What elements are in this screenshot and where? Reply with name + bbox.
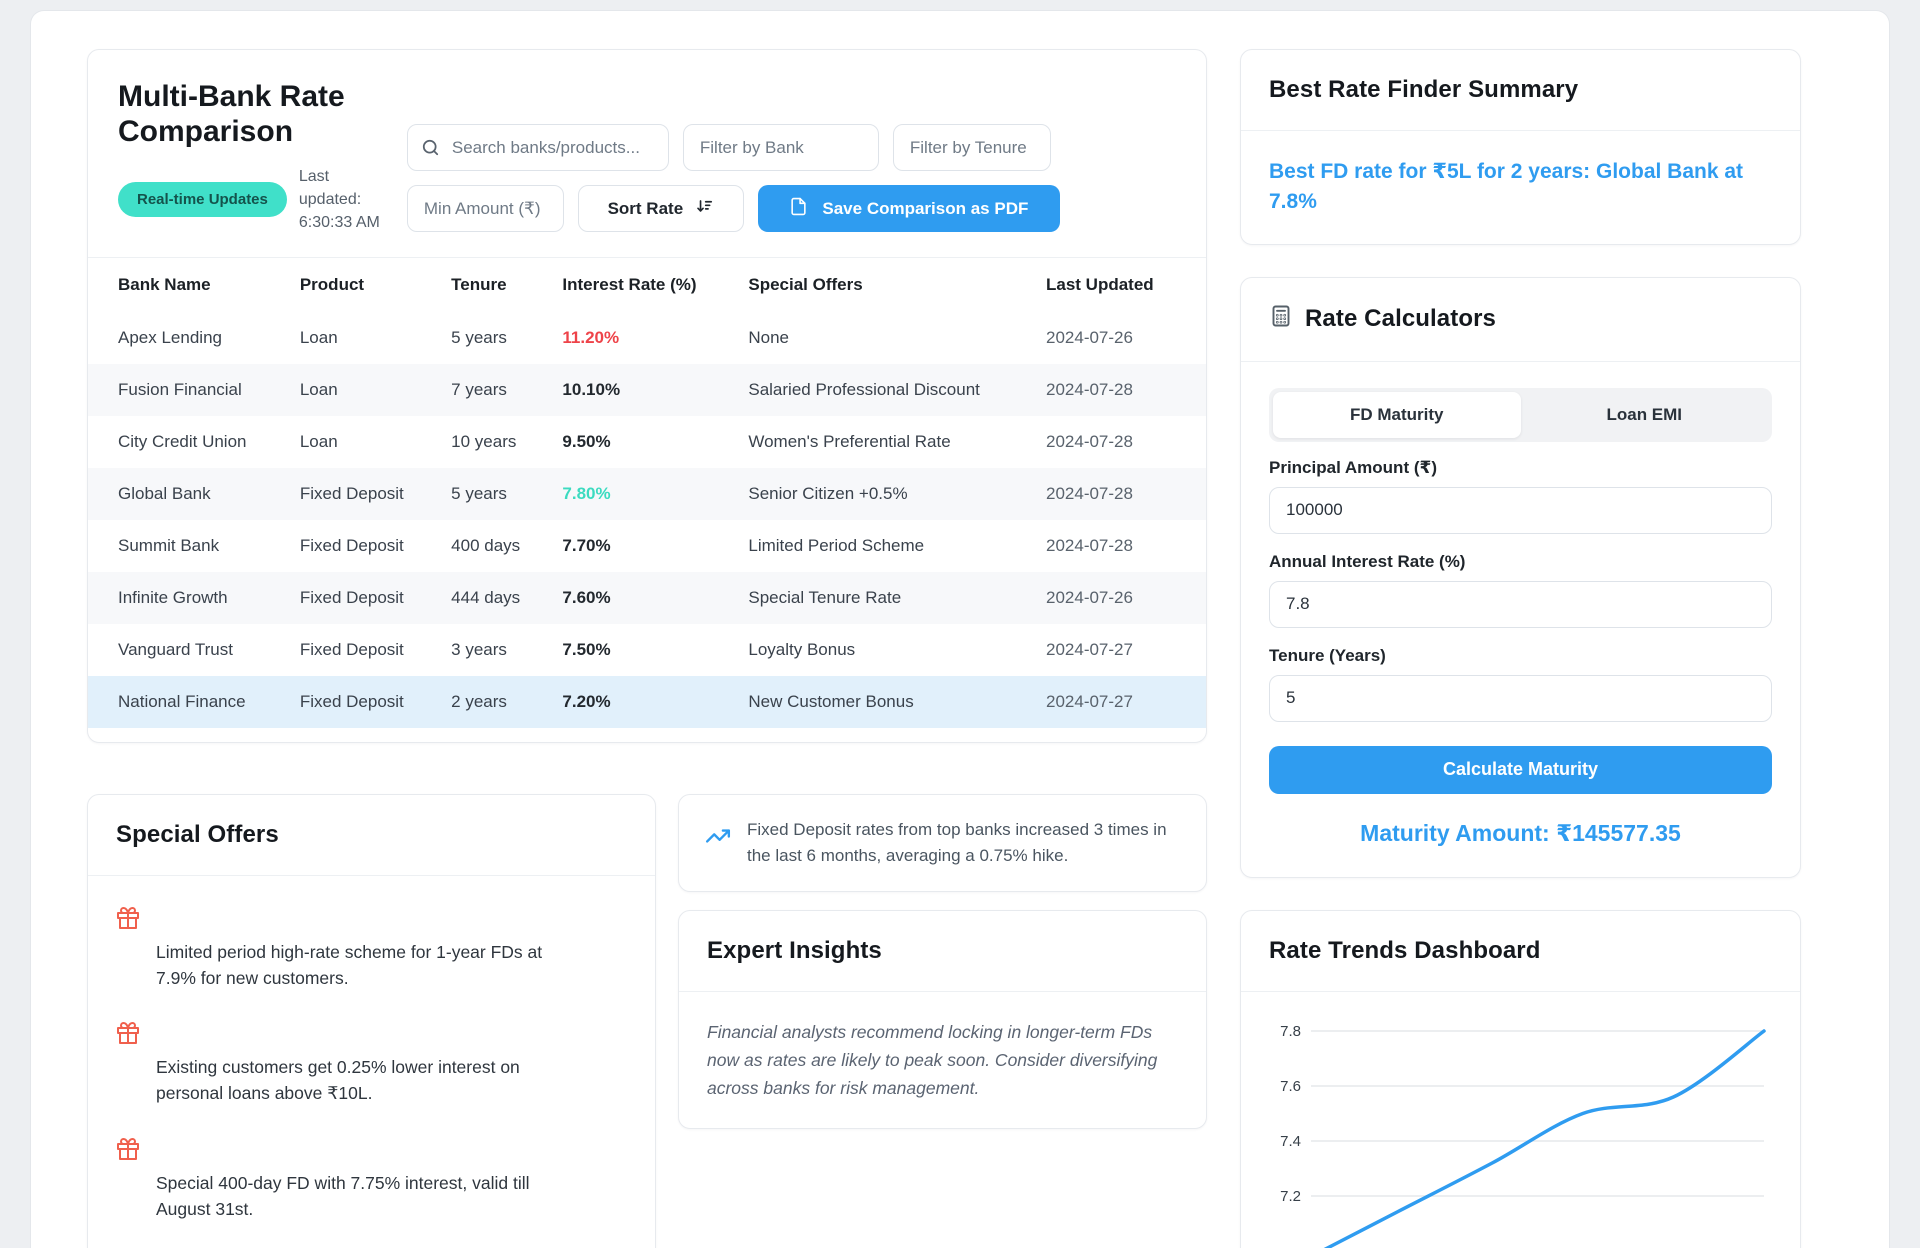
offers-list: Limited period high-rate scheme for 1-ye… [88, 876, 655, 1248]
column-header: Last Updated [1032, 256, 1206, 312]
column-header: Tenure [437, 256, 549, 312]
rate-trends-card: Rate Trends Dashboard 7.8 7.6 7.4 7.2 [1240, 909, 1801, 1248]
tab-fd-maturity[interactable]: FD Maturity [1273, 391, 1521, 438]
rates-table-body: Apex Lending Loan 5 years 11.20% None 20… [88, 312, 1206, 728]
rate-trends-title: Rate Trends Dashboard [1269, 936, 1541, 964]
realtime-badge: Real-time Updates [118, 182, 287, 218]
last-updated-text: Last updated: 6:30:33 AM [298, 168, 380, 232]
rate-calculators-card: Rate Calculators FD Maturity Loan EMI Pr… [1240, 276, 1801, 878]
maturity-result: Maturity Amount: ₹145577.35 [1360, 819, 1681, 846]
table-row[interactable]: National Finance Fixed Deposit 2 years 7… [88, 675, 1206, 728]
calculate-maturity-button[interactable]: Calculate Maturity [1269, 745, 1772, 794]
special-offers-title: Special Offers [116, 820, 279, 848]
offer-item: Limited period high-rate scheme for 1-ye… [116, 906, 627, 992]
table-row[interactable]: Infinite Growth Fixed Deposit 444 days 7… [88, 571, 1206, 624]
svg-text:7.4: 7.4 [1280, 1133, 1301, 1150]
table-row[interactable]: Summit Bank Fixed Deposit 400 days 7.70%… [118, 535, 1133, 555]
search-field [406, 124, 669, 171]
sort-rate-button[interactable]: Sort Rate [577, 185, 744, 232]
calculator-icon [1269, 304, 1293, 335]
column-header: Bank Name [88, 256, 286, 312]
interest-rate-label: Annual Interest Rate (%) [1269, 551, 1466, 571]
special-offers-card: Special Offers Limited period high-rate … [87, 793, 656, 1248]
best-rate-summary: Best FD rate for ₹5L for 2 years: Global… [1269, 160, 1744, 214]
table-row[interactable]: Fusion Financial Loan 7 years 10.10% Sal… [88, 363, 1206, 416]
gift-icon [116, 906, 140, 935]
page-container: Multi-Bank Rate Comparison Real-time Upd… [30, 10, 1890, 1248]
principal-amount-label: Principal Amount (₹) [1269, 457, 1437, 477]
expert-insights-card: Expert Insights Financial analysts recom… [678, 910, 1207, 1130]
table-row[interactable]: Vanguard Trust Fixed Deposit 3 years 7.5… [118, 639, 1133, 659]
table-row[interactable]: City Credit Union Loan 10 years 9.50% Wo… [118, 431, 1133, 451]
filter-tenure-input[interactable] [892, 124, 1051, 171]
offer-item: Existing customers get 0.25% lower inter… [116, 1021, 627, 1107]
column-header: Product [285, 256, 438, 312]
table-row[interactable]: Global Bank Fixed Deposit 5 years 7.80% … [88, 467, 1206, 520]
tenure-years-label: Tenure (Years) [1269, 645, 1386, 665]
offer-text: Existing customers get 0.25% lower inter… [156, 1057, 520, 1104]
svg-text:7.8: 7.8 [1280, 1023, 1301, 1040]
trend-note-card: Fixed Deposit rates from top banks incre… [678, 793, 1207, 893]
trend-note-text: Fixed Deposit rates from top banks incre… [747, 819, 1167, 865]
rates-table: Bank Name Product Tenure Interest Rate (%) S… [88, 256, 1206, 728]
rates-table-header-row: Bank Name Product Tenure Interest Rate (%) S… [88, 256, 1206, 312]
table-row[interactable]: Apex Lending Loan 5 years 11.20% None 20… [118, 327, 1133, 347]
principal-amount-input[interactable] [1269, 486, 1772, 534]
offer-text: Special 400-day FD with 7.75% interest, … [156, 1172, 530, 1219]
interest-rate-input[interactable] [1269, 580, 1772, 628]
expert-insights-text: Financial analysts recommend locking in … [707, 1022, 1158, 1099]
calculator-tabs: FD Maturity Loan EMI [1269, 387, 1772, 442]
gift-icon [116, 1021, 140, 1050]
tab-loan-emi[interactable]: Loan EMI [1521, 392, 1769, 438]
search-input[interactable] [406, 124, 669, 171]
tenure-years-input[interactable] [1269, 674, 1772, 722]
min-amount-input[interactable] [406, 185, 564, 232]
rate-calculators-title: Rate Calculators [1305, 305, 1496, 333]
save-pdf-button[interactable]: Save Comparison as PDF [757, 185, 1060, 232]
svg-text:7.2: 7.2 [1280, 1188, 1301, 1205]
expert-insights-title: Expert Insights [707, 937, 882, 965]
svg-text:7.6: 7.6 [1280, 1078, 1301, 1095]
rate-trends-chart: 7.8 7.6 7.4 7.2 [1280, 1023, 1766, 1248]
sort-descending-icon [695, 197, 714, 221]
gift-icon [116, 1137, 140, 1166]
page-title: Multi-Bank Rate Comparison [118, 80, 345, 148]
search-icon [421, 138, 440, 162]
column-header: Special Offers [734, 256, 1032, 312]
filter-bank-input[interactable] [682, 124, 879, 171]
trending-up-icon [705, 823, 731, 854]
document-icon [789, 197, 808, 221]
offer-text: Limited period high-rate scheme for 1-ye… [156, 941, 543, 988]
column-header: Interest Rate (%) [548, 256, 735, 312]
offer-item: Special 400-day FD with 7.75% interest, … [116, 1137, 627, 1223]
best-rate-title: Best Rate Finder Summary [1269, 76, 1579, 103]
best-rate-card: Best Rate Finder Summary Best FD rate fo… [1240, 49, 1801, 245]
comparison-card: Multi-Bank Rate Comparison Real-time Upd… [87, 49, 1207, 743]
